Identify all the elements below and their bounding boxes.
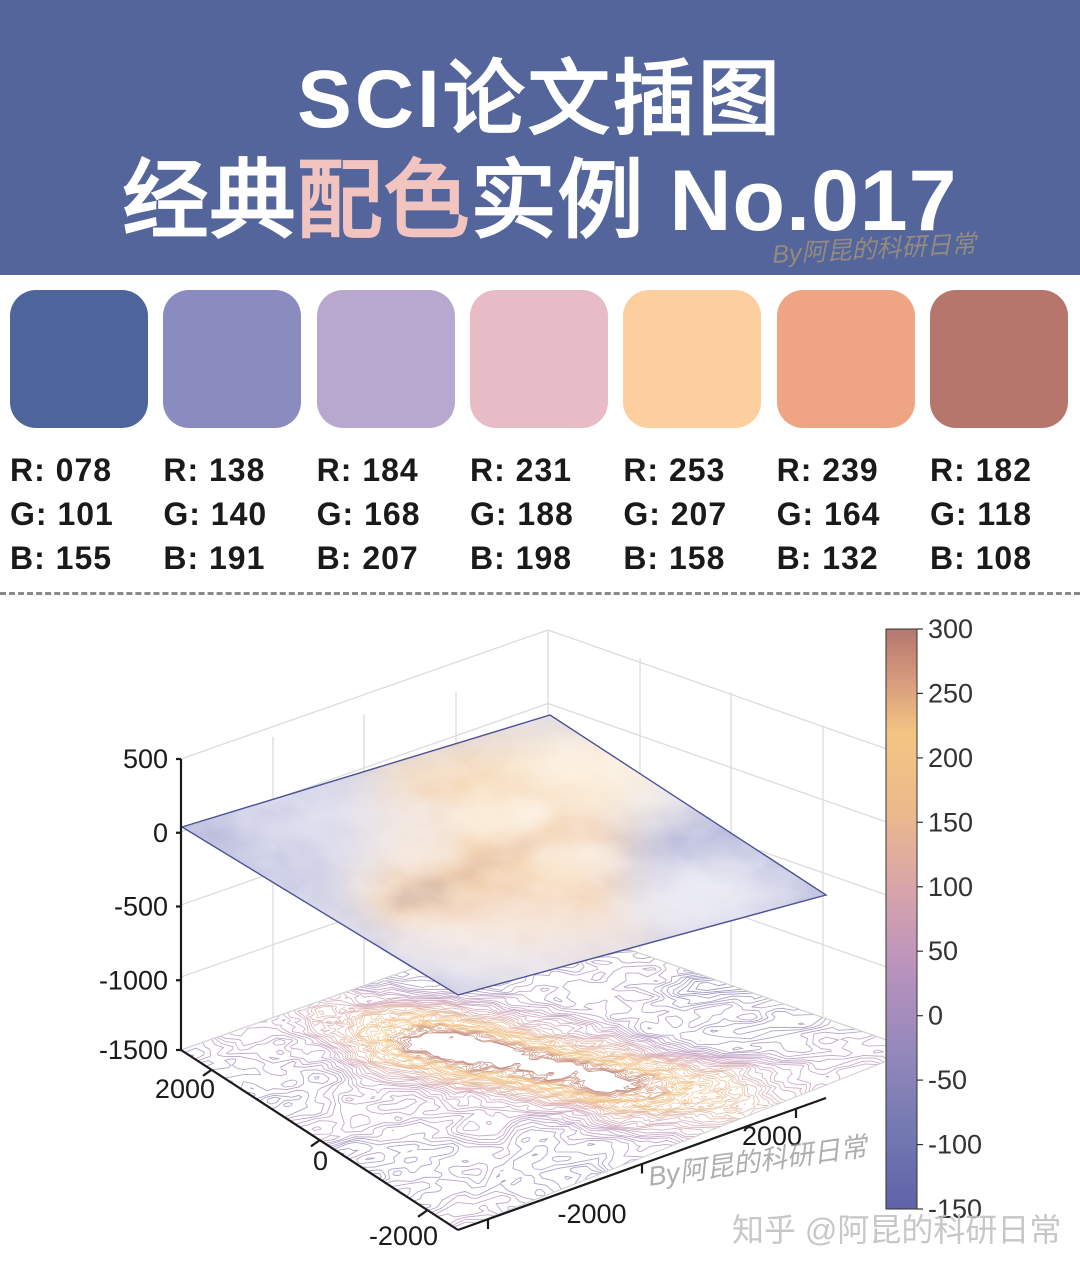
svg-text:0: 0 — [313, 1146, 328, 1176]
svg-text:50: 50 — [928, 936, 958, 966]
svg-text:500: 500 — [123, 744, 168, 774]
svg-text:-2000: -2000 — [557, 1199, 626, 1229]
svg-text:-50: -50 — [928, 1065, 967, 1095]
svg-text:300: 300 — [928, 614, 973, 644]
svg-text:-2000: -2000 — [369, 1221, 438, 1251]
svg-text:-1500: -1500 — [99, 1035, 168, 1065]
svg-text:-1000: -1000 — [99, 965, 168, 995]
svg-text:0: 0 — [928, 1001, 943, 1031]
svg-text:2000: 2000 — [155, 1074, 215, 1104]
svg-text:150: 150 — [928, 807, 973, 837]
svg-text:100: 100 — [928, 872, 973, 902]
svg-text:-500: -500 — [114, 892, 168, 922]
svg-text:200: 200 — [928, 743, 973, 773]
svg-text:250: 250 — [928, 678, 973, 708]
svg-text:0: 0 — [153, 818, 168, 848]
